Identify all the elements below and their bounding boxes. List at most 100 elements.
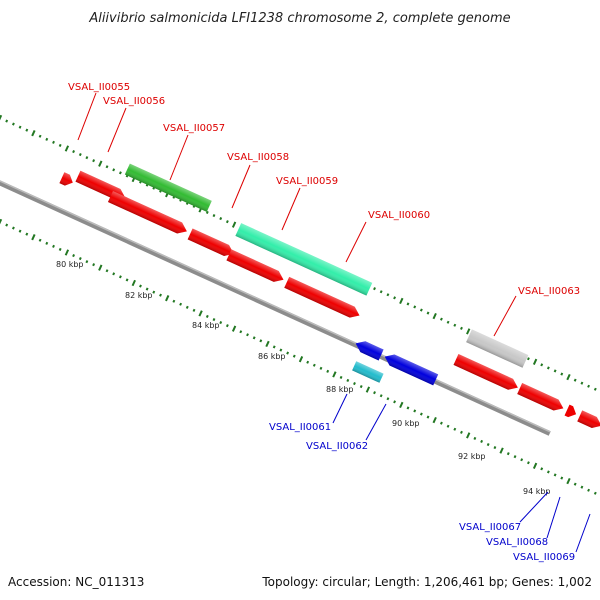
forward-gene-vsal-ii0063[interactable]	[453, 354, 521, 393]
gene-label-vsal-ii0055[interactable]: VSAL_II0055	[68, 82, 130, 93]
tick-minor	[279, 348, 283, 352]
tick-minor	[78, 153, 82, 157]
gene-label-vsal-ii0056[interactable]: VSAL_II0056	[103, 96, 165, 107]
tick-minor	[379, 394, 383, 398]
tick-minor	[25, 232, 29, 236]
tick-minor	[379, 290, 383, 294]
tick-minor	[139, 284, 142, 288]
forward-gene-vsal-ii0058[interactable]	[107, 191, 189, 237]
tick-minor	[45, 241, 49, 245]
feature-green-vsal-ii0057[interactable]	[124, 163, 212, 212]
tick-minor	[353, 381, 356, 386]
forward-gene-vsal-ii0060[interactable]	[284, 276, 362, 321]
tick-minor	[419, 412, 423, 416]
tick-minor	[239, 330, 243, 334]
forward-gene-vsal-ii0059[interactable]	[226, 249, 286, 285]
tick-minor	[212, 317, 216, 322]
forward-gene-vsal-ii0066[interactable]	[577, 410, 600, 431]
forward-gene-vsal-ii0064[interactable]	[517, 383, 566, 414]
tick-minor	[346, 378, 350, 383]
tick-minor	[326, 369, 330, 373]
tick-minor	[172, 299, 176, 303]
upper-gene-labels: VSAL_II0055 VSAL_II0056 VSAL_II0057 VSAL…	[68, 82, 580, 337]
tick-minor	[460, 430, 463, 434]
gene-label-vsal-ii0059[interactable]: VSAL_II0059	[276, 176, 338, 187]
tick-minor	[413, 409, 417, 413]
tick-minor	[85, 156, 89, 160]
tick-minor	[112, 272, 116, 276]
tick-minor	[393, 400, 397, 404]
tick-minor	[105, 165, 109, 169]
tick-minor	[286, 351, 290, 355]
tick-minor	[52, 244, 55, 248]
tick-minor	[453, 427, 457, 431]
tick-major	[165, 295, 170, 302]
tick-minor	[11, 122, 15, 126]
tick-minor	[78, 257, 82, 261]
forward-gene-between[interactable]	[187, 228, 237, 259]
tick-major	[499, 447, 504, 454]
map-title: Aliivibrio salmonicida LFI1238 chromosom…	[88, 11, 510, 26]
tick-minor	[546, 470, 550, 474]
kbp-label-94: 94 kbp	[523, 487, 551, 496]
tick-minor	[560, 476, 564, 480]
reverse-gene-vsal-ii0061[interactable]	[353, 338, 384, 361]
tick-minor	[58, 143, 62, 147]
tick-major	[532, 462, 538, 469]
tick-minor	[92, 263, 96, 267]
gene-label-vsal-ii0068[interactable]: VSAL_II0068	[486, 537, 548, 548]
tick-major	[532, 358, 538, 365]
tick-minor	[38, 238, 42, 242]
tick-major	[131, 279, 136, 287]
reverse-gene-vsal-ii0062[interactable]	[382, 351, 439, 386]
tick-minor	[145, 287, 149, 291]
tick-minor	[118, 275, 122, 279]
tick-major	[566, 373, 571, 381]
feature-cyan-vsal-ii0061[interactable]	[352, 361, 384, 383]
tick-minor	[493, 446, 497, 450]
forward-gene-vsal-ii0055[interactable]	[59, 172, 75, 188]
gene-label-vsal-ii0057[interactable]: VSAL_II0057	[163, 123, 225, 134]
gene-label-vsal-ii0060[interactable]: VSAL_II0060	[368, 210, 430, 221]
gene-label-vsal-ii0063[interactable]: VSAL_II0063	[518, 286, 580, 297]
feature-gray-vsal-ii0063[interactable]	[466, 329, 529, 368]
tick-minor	[359, 385, 363, 389]
gene-label-vsal-ii0062[interactable]: VSAL_II0062	[306, 441, 368, 452]
tick-minor	[312, 363, 316, 367]
tick-minor	[72, 253, 76, 258]
gene-label-vsal-ii0061[interactable]: VSAL_II0061	[269, 422, 331, 433]
tick-minor	[453, 323, 457, 327]
tick-minor	[219, 217, 223, 221]
tick-minor	[520, 458, 524, 462]
tick-minor	[587, 384, 591, 388]
tick-minor	[125, 278, 129, 282]
forward-gene-vsal-ii0065[interactable]	[564, 404, 579, 420]
tick-major	[98, 264, 103, 271]
tick-major	[64, 145, 70, 152]
tick-major	[466, 432, 471, 439]
tick-minor	[513, 455, 517, 459]
inner-tick-ring	[0, 218, 597, 495]
gene-label-vsal-ii0067[interactable]: VSAL_II0067	[459, 522, 521, 533]
tick-major	[64, 249, 70, 256]
tick-minor	[306, 360, 310, 364]
tick-minor	[319, 366, 323, 370]
tick-major	[198, 310, 203, 317]
tick-major	[298, 356, 304, 363]
tick-minor	[339, 375, 343, 379]
tick-minor	[5, 119, 9, 123]
tick-major	[432, 416, 437, 424]
tick-minor	[85, 260, 89, 264]
tick-major	[566, 477, 571, 485]
gene-label-vsal-ii0069[interactable]: VSAL_II0069	[513, 552, 575, 563]
tick-minor	[573, 482, 577, 486]
tick-minor	[553, 369, 557, 373]
tick-minor	[546, 366, 550, 370]
feature-aqua-vsal-ii0060[interactable]	[235, 223, 373, 296]
tick-major	[399, 401, 404, 409]
tick-minor	[252, 336, 256, 340]
tick-minor	[580, 381, 584, 385]
tick-minor	[292, 354, 296, 358]
gene-label-vsal-ii0058[interactable]: VSAL_II0058	[227, 152, 289, 163]
